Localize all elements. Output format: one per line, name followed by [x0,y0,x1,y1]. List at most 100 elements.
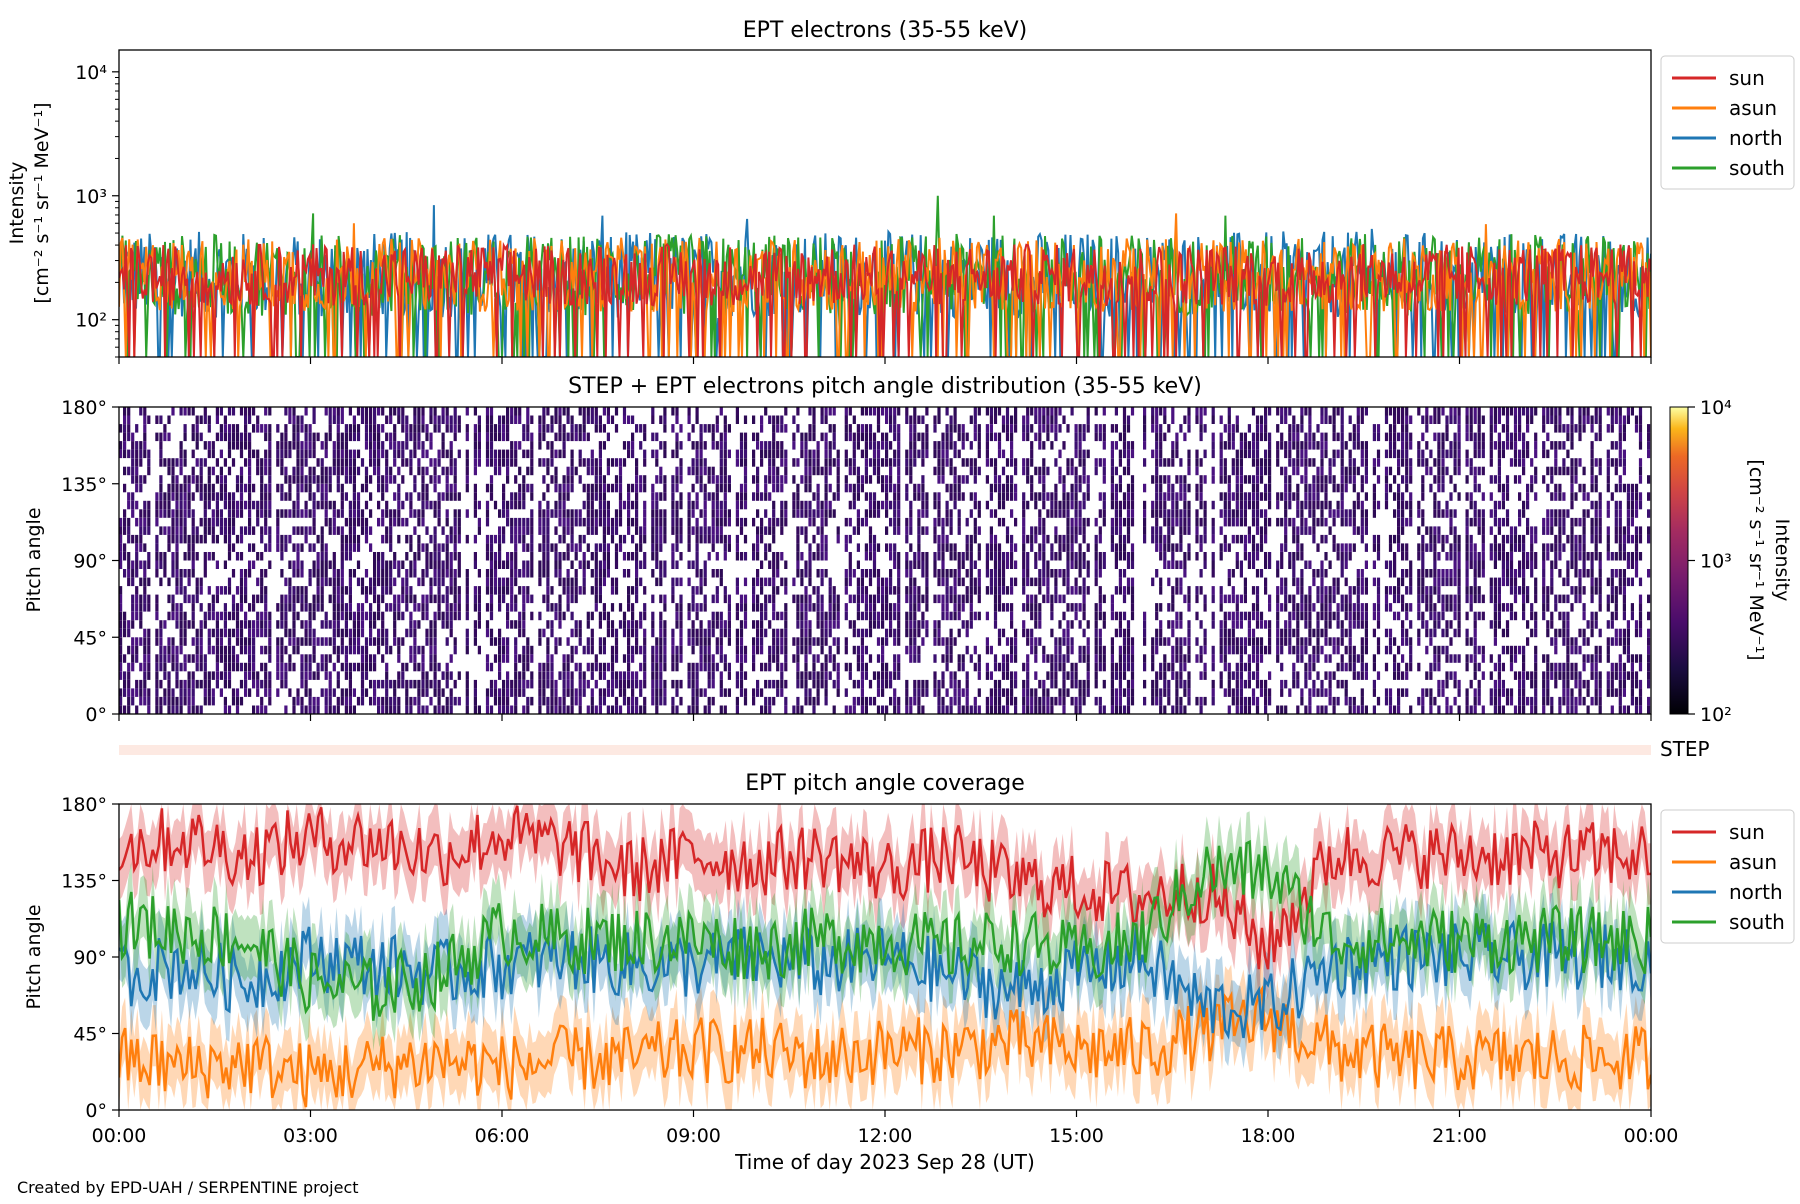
pad-cell [296,467,299,476]
pad-cell [954,467,957,476]
pad-cell [635,697,638,706]
pad-cell [679,467,682,476]
pad-cell [284,595,287,604]
pad-cell [478,424,481,433]
pad-cell [937,697,940,706]
pad-cell [780,646,783,655]
pad-cell [288,450,291,459]
pad-cell [978,407,981,416]
pad-cell [550,663,553,672]
pad-cell [563,518,566,527]
pad-cell [163,552,166,561]
pad-cell [365,595,368,604]
pad-cell [679,535,682,544]
pad-cell [490,441,493,450]
pad-cell [873,612,876,621]
pad-cell [962,458,965,467]
pad-cell [663,441,666,450]
pad-cell [147,509,150,518]
pad-cell [571,543,574,552]
pad-cell [139,535,142,544]
pad-cell [498,433,501,442]
pad-cell [478,706,481,715]
pad-cell [220,646,223,655]
pad-cell [341,450,344,459]
pad-cell [502,424,505,433]
pad-cell [296,612,299,621]
pad-cell [1071,603,1074,612]
pad-cell [1042,697,1045,706]
pad-cell [349,475,352,484]
pad-cell [1010,620,1013,629]
pad-cell [659,518,662,527]
pad-cell [240,467,243,476]
pad-cell [522,526,525,535]
pad-cell [369,680,372,689]
pad-cell [1046,688,1049,697]
pad-cell [357,433,360,442]
pad-cell [1042,526,1045,535]
pad-cell [990,671,993,680]
pad-cell [865,433,868,442]
pad-cell [446,492,449,501]
pad-cell [171,467,174,476]
pad-cell [494,697,497,706]
pad-cell [353,706,356,715]
pad-cell [865,407,868,416]
pad-cell [260,697,263,706]
pad-cell [264,688,267,697]
pad-cell [845,543,848,552]
pad-cell [325,706,328,715]
pad-cell [1075,450,1078,459]
pad-cell [554,501,557,510]
pad-cell [147,416,150,425]
pad-cell [389,535,392,544]
pad-cell [337,629,340,638]
pad-cell [1038,612,1041,621]
pad-cell [1022,586,1025,595]
pad-cell [200,586,203,595]
pad-cell [897,518,900,527]
pad-cell [946,688,949,697]
pad-cell [804,526,807,535]
pad-cell [167,697,170,706]
pad-cell [131,663,134,672]
pad-cell [434,407,437,416]
pad-cell [877,458,880,467]
pad-cell [192,543,195,552]
pad-cell [325,552,328,561]
pad-cell [804,484,807,493]
pad-cell [925,526,928,535]
pad-cell [829,458,832,467]
pad-cell [474,492,477,501]
pad-cell [712,595,715,604]
pad-cell [663,424,666,433]
pad-cell [550,475,553,484]
pad-cell [885,603,888,612]
pad-cell [587,484,590,493]
pad-cell [530,646,533,655]
pad-cell [123,688,126,697]
pad-cell [486,552,489,561]
pad-cell [373,688,376,697]
pad-cell [800,706,803,715]
pad-cell [821,612,824,621]
pad-cell [236,654,239,663]
pad-cell [724,586,727,595]
pad-cell [1034,467,1037,476]
pad-cell [905,680,908,689]
pad-cell [208,450,211,459]
pad-cell [792,595,795,604]
pad-cell [522,535,525,544]
pad-cell [796,646,799,655]
pad-cell [413,484,416,493]
pad-cell [869,475,872,484]
pad-cell [869,595,872,604]
pad-cell [1002,450,1005,459]
pad-cell [728,509,731,518]
pad-cell [321,441,324,450]
pad-cell [837,450,840,459]
pad-cell [720,680,723,689]
pad-cell [143,424,146,433]
pad-cell [490,680,493,689]
